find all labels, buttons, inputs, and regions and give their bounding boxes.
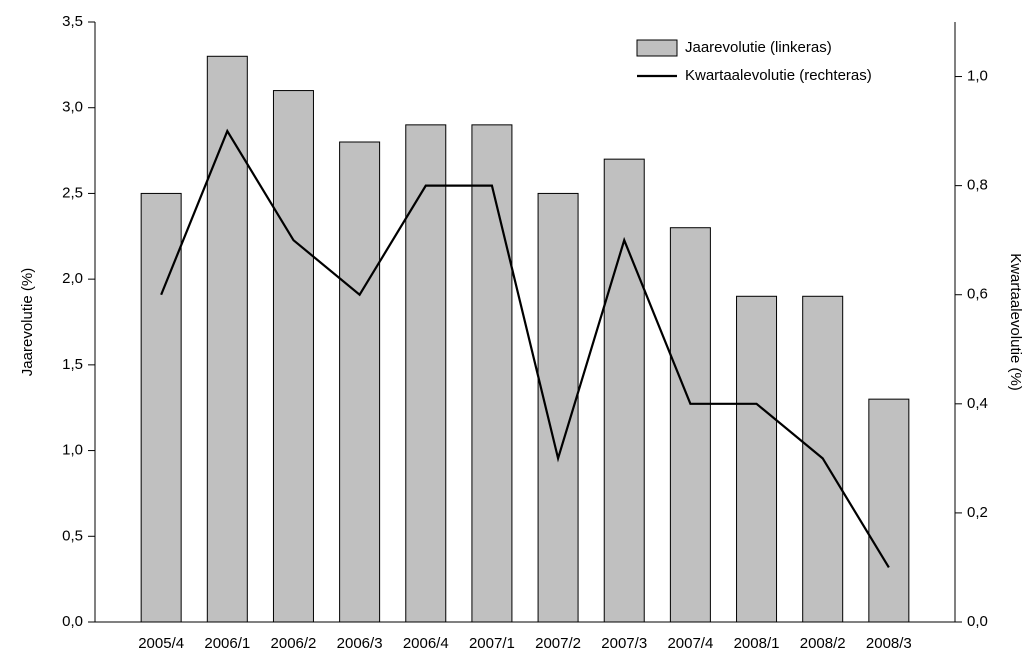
y2-tick-label: 0,6 xyxy=(967,286,988,303)
bar xyxy=(669,227,711,623)
bar xyxy=(736,295,778,623)
y2-axis-label: Kwartaalevolutie (%) xyxy=(1007,253,1024,391)
y2-tick-label: 0,4 xyxy=(967,395,988,412)
bar xyxy=(868,398,910,623)
x-tick-label: 2006/3 xyxy=(337,635,383,652)
line xyxy=(160,128,890,569)
y-tick-label: 0,5 xyxy=(62,527,83,544)
y-tick-label: 2,0 xyxy=(62,270,83,287)
bar xyxy=(206,55,248,623)
legend-swatch xyxy=(636,39,678,57)
y-tick-label: 3,0 xyxy=(62,99,83,116)
y2-tick-label: 0,0 xyxy=(967,613,988,630)
y-tick-label: 0,0 xyxy=(62,613,83,630)
x-tick-label: 2007/3 xyxy=(601,635,647,652)
bar xyxy=(471,124,513,623)
x-tick-label: 2007/2 xyxy=(535,635,581,652)
bar xyxy=(603,158,645,623)
x-tick-label: 2005/4 xyxy=(138,635,184,652)
y-tick-label: 3,5 xyxy=(62,13,83,30)
y-tick-label: 1,0 xyxy=(62,442,83,459)
x-tick-label: 2007/4 xyxy=(667,635,713,652)
bar xyxy=(140,192,182,623)
bar xyxy=(537,192,579,623)
x-tick-label: 2006/4 xyxy=(403,635,449,652)
x-tick-label: 2008/3 xyxy=(866,635,912,652)
legend-label: Jaarevolutie (linkeras) xyxy=(685,39,832,56)
y-tick-label: 1,5 xyxy=(62,356,83,373)
y-tick-label: 2,5 xyxy=(62,184,83,201)
y2-tick-label: 1,0 xyxy=(967,68,988,85)
bar xyxy=(405,124,447,623)
x-tick-label: 2006/1 xyxy=(204,635,250,652)
x-tick-label: 2008/2 xyxy=(800,635,846,652)
x-tick-label: 2007/1 xyxy=(469,635,515,652)
bar xyxy=(339,141,381,623)
y-axis-label: Jaarevolutie (%) xyxy=(19,268,36,376)
legend-label: Kwartaalevolutie (rechteras) xyxy=(685,67,872,84)
y2-tick-label: 0,2 xyxy=(967,504,988,521)
x-tick-label: 2006/2 xyxy=(271,635,317,652)
y2-tick-label: 0,8 xyxy=(967,177,988,194)
x-tick-label: 2008/1 xyxy=(734,635,780,652)
bar xyxy=(272,90,314,623)
